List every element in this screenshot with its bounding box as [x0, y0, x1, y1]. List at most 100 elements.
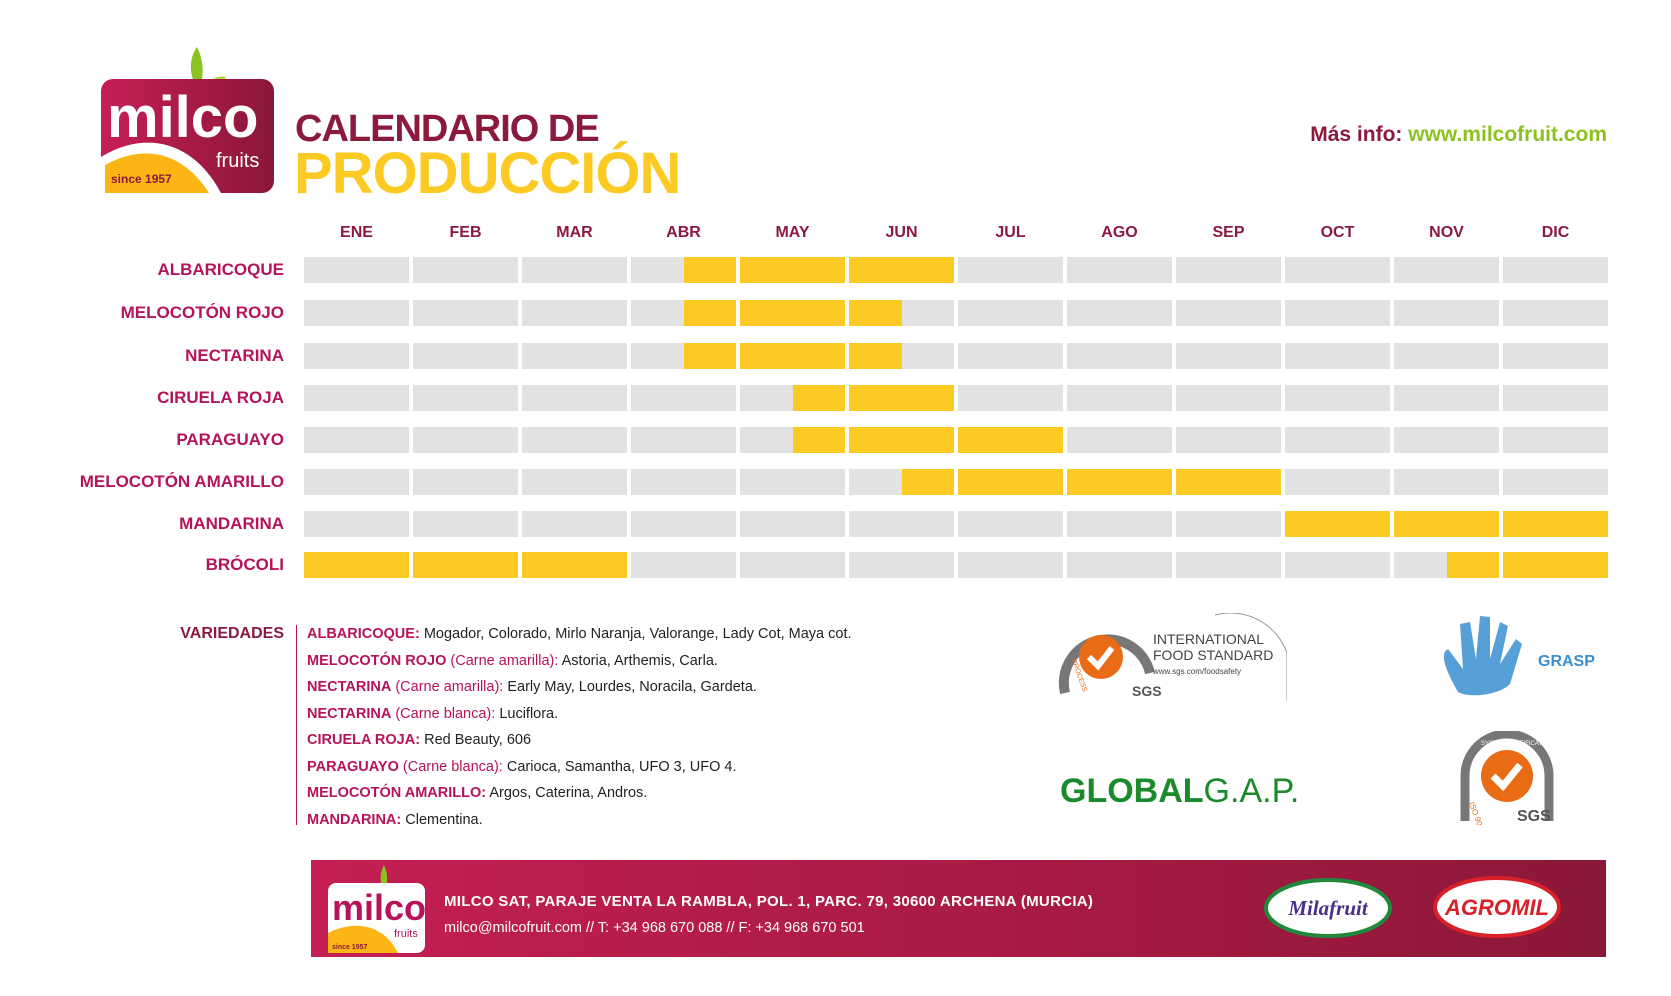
month-cell: [1285, 469, 1390, 495]
svg-text:FOOD STANDARD: FOOD STANDARD: [1153, 647, 1273, 663]
svg-text:AGROMIL: AGROMIL: [1444, 895, 1549, 920]
idle-period: [413, 511, 466, 537]
grasp-logo: GRASP: [1443, 616, 1595, 696]
month-cell: [958, 427, 1063, 453]
idle-period: [304, 300, 357, 326]
month-cell: [304, 385, 409, 411]
production-period: [740, 343, 793, 369]
idle-period: [631, 385, 684, 411]
globalgap-logo: GLOBALG.A.P.: [1060, 772, 1299, 811]
month-cell: [849, 300, 954, 326]
month-cell: [631, 427, 736, 453]
month-cell: [413, 511, 518, 537]
svg-text:milco: milco: [107, 85, 259, 150]
calendar-row: [304, 469, 1608, 495]
production-period: [413, 552, 466, 578]
idle-period: [631, 300, 684, 326]
website-link[interactable]: www.milcofruit.com: [1408, 123, 1607, 146]
idle-period: [740, 385, 793, 411]
month-cell: [1394, 343, 1499, 369]
variety-list: Clementina.: [405, 811, 483, 828]
month-label: SEP: [1212, 224, 1245, 241]
idle-period: [1229, 552, 1282, 578]
idle-period: [1176, 427, 1229, 453]
idle-period: [1067, 257, 1120, 283]
production-period: [1446, 511, 1499, 537]
production-period: [1555, 511, 1608, 537]
idle-period: [1011, 300, 1064, 326]
idle-period: [304, 343, 357, 369]
month-cell: [631, 511, 736, 537]
month-cell: [1285, 427, 1390, 453]
svg-text:since 1957: since 1957: [332, 944, 368, 951]
idle-period: [1229, 385, 1282, 411]
month-cell: [413, 469, 518, 495]
idle-period: [1394, 385, 1447, 411]
sgs-iso-logo: SGS SYSTEM CERTIFICATION ISO 9001: [1460, 731, 1554, 825]
production-period: [1503, 511, 1556, 537]
production-period: [1503, 552, 1556, 578]
production-period: [849, 300, 902, 326]
month-cell: [958, 469, 1063, 495]
idle-period: [466, 511, 519, 537]
production-period: [1010, 427, 1063, 453]
idle-period: [575, 427, 628, 453]
footer-logo: milco fruits since 1957: [328, 865, 425, 953]
variety-list: Astoria, Arthemis, Carla.: [561, 652, 718, 669]
production-period: [683, 300, 736, 326]
idle-period: [522, 427, 575, 453]
idle-period: [304, 257, 357, 283]
idle-period: [1120, 257, 1173, 283]
month-cell: [413, 552, 518, 578]
idle-period: [793, 511, 846, 537]
production-period: [901, 385, 954, 411]
globalgap-bold: GLOBAL: [1060, 772, 1204, 810]
idle-period: [958, 552, 1011, 578]
month-label: FEB: [449, 224, 482, 241]
idle-period: [575, 385, 628, 411]
idle-period: [357, 257, 410, 283]
idle-period: [1394, 552, 1447, 578]
month-cell: [304, 300, 409, 326]
month-cell: [849, 469, 954, 495]
svg-text:milco: milco: [332, 887, 425, 928]
idle-period: [1120, 300, 1173, 326]
month-cell: [740, 552, 845, 578]
idle-period: [575, 257, 628, 283]
idle-period: [1067, 427, 1120, 453]
idle-period: [466, 385, 519, 411]
idle-period: [631, 343, 684, 369]
production-period: [1119, 469, 1172, 495]
idle-period: [958, 300, 1011, 326]
month-cell: [1394, 385, 1499, 411]
month-label: ENE: [340, 224, 373, 241]
production-period: [792, 300, 845, 326]
idle-period: [1011, 343, 1064, 369]
production-period: [849, 385, 902, 411]
idle-period: [522, 385, 575, 411]
calendar-row: [304, 552, 1608, 578]
month-cell: [1503, 552, 1608, 578]
idle-period: [1338, 300, 1391, 326]
product-label: CIRUELA ROJA: [157, 388, 284, 407]
variety-item: MELOCOTÓN AMARILLO: Argos, Caterina, And…: [307, 783, 852, 810]
production-period: [1010, 469, 1063, 495]
idle-period: [466, 343, 519, 369]
production-period: [958, 469, 1011, 495]
idle-period: [793, 552, 846, 578]
month-label: AGO: [1101, 224, 1138, 241]
idle-period: [466, 469, 519, 495]
idle-period: [357, 427, 410, 453]
month-cell: [1285, 552, 1390, 578]
month-cell: [1394, 300, 1499, 326]
svg-text:SGS: SGS: [1517, 808, 1551, 825]
idle-period: [1503, 469, 1556, 495]
month-cell: [1503, 511, 1608, 537]
production-period: [792, 427, 845, 453]
idle-period: [1229, 300, 1282, 326]
variety-list: Luciflora.: [499, 705, 559, 722]
production-period: [522, 552, 575, 578]
svg-text:since 1957: since 1957: [111, 172, 172, 186]
variety-list: Carioca, Samantha, UFO 3, UFO 4.: [506, 758, 737, 775]
month-cell: [1503, 343, 1608, 369]
